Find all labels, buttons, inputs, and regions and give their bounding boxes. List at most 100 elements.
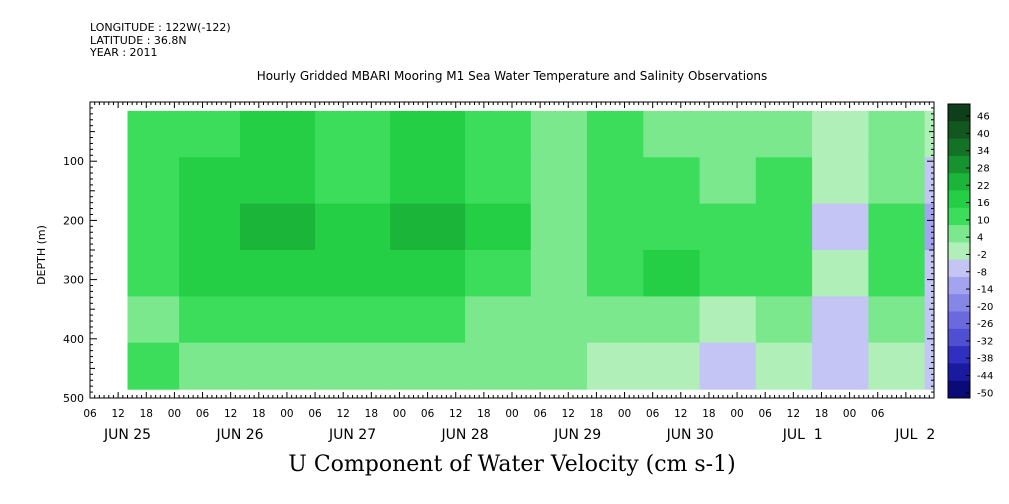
colorbar-swatch: [948, 190, 970, 209]
x-day-label: JUN 28: [441, 427, 489, 443]
x-hour-label: 18: [590, 408, 603, 420]
heatmap-cell: [868, 110, 926, 158]
colorbar-swatch: [948, 121, 970, 140]
heatmap-cell: [530, 342, 588, 390]
y-axis: 100 200 300 400 500: [63, 101, 934, 405]
colorbar-label: -32: [977, 336, 993, 347]
x-day-label: JUN 30: [666, 427, 714, 443]
heatmap-cell: [530, 203, 588, 251]
heatmap-cell: [755, 250, 813, 297]
heatmap-cell: [465, 157, 532, 205]
heatmap-cell: [587, 157, 644, 205]
heatmap-cell: [530, 110, 588, 158]
colorbar-label: 46: [977, 112, 990, 123]
heatmap-cell: [315, 342, 391, 390]
x-hour-label: 00: [505, 408, 518, 420]
colorbar-label: 34: [977, 146, 990, 157]
colorbar-swatch: [948, 173, 970, 191]
heatmap-cell: [812, 110, 869, 158]
heatmap-cell: [465, 110, 532, 158]
heatmap-cell: [127, 157, 180, 205]
heatmap-cell: [755, 342, 813, 390]
heatmap-cell: [315, 110, 391, 158]
x-hour-label: 06: [646, 408, 660, 420]
heatmap-cell: [315, 203, 391, 251]
heatmap-cell: [315, 296, 391, 344]
y-axis-label: DEPTH (m): [35, 225, 48, 285]
x-hour-label: 12: [674, 408, 687, 420]
heatmap-cell: [240, 157, 316, 205]
heatmap-cell: [587, 342, 644, 390]
heatmap-cell: [315, 157, 391, 205]
heatmap-cell: [127, 250, 180, 297]
heatmap-cell: [530, 250, 588, 297]
heatmap-cell: [868, 296, 926, 344]
x-hour-label: 06: [308, 408, 322, 420]
heatmap-cell: [755, 110, 813, 158]
heatmap-cell: [530, 296, 588, 344]
colorbar-label: -8: [977, 267, 987, 278]
heatmap-cell: [643, 110, 701, 158]
heatmap-cell: [924, 342, 934, 390]
heatmap-cell: [465, 342, 532, 390]
x-hour-label: 00: [280, 408, 293, 420]
colorbar-label: -14: [977, 285, 993, 296]
colorbar-label: -50: [977, 388, 993, 399]
heatmap-cell: [924, 203, 934, 251]
colorbar-swatch: [948, 104, 970, 122]
heatmap-cell: [924, 110, 934, 158]
heatmap-cell: [868, 342, 926, 390]
colorbar: 46 40 34 28 22 16 10 4 -2 -8 -14 -20 -26 -32 -38 -44 -50: [947, 103, 993, 399]
heatmap-cell: [981, 343, 1009, 390]
colorbar-label: 4: [977, 233, 983, 244]
colorbar-swatch: [948, 363, 970, 382]
heatmap-cell: [981, 204, 1009, 251]
x-hour-label: 06: [83, 408, 97, 420]
colorbar-label: -2: [977, 250, 987, 261]
heatmap-cell: [643, 296, 701, 344]
heatmap-cell: [179, 203, 241, 251]
colorbar-label: 10: [977, 215, 990, 226]
heatmap-cell: [465, 203, 532, 251]
x-day-label: JUL 1: [782, 427, 823, 443]
heatmap-cell: [755, 296, 813, 344]
colorbar-swatch: [948, 155, 970, 174]
heatmap-cell: [587, 250, 644, 297]
heatmap-cell: [240, 203, 316, 251]
colorbar-swatch: [948, 225, 970, 243]
colorbar-swatch: [948, 328, 970, 347]
x-hour-label: 18: [702, 408, 715, 420]
heatmap-cell: [699, 157, 757, 205]
x-hour-label: 06: [533, 408, 547, 420]
x-hour-label: 00: [843, 408, 856, 420]
colorbar-label: -26: [977, 319, 993, 330]
x-day-label: JUN 27: [328, 427, 376, 443]
heatmap-cell: [868, 203, 926, 251]
heatmap-cell: [179, 157, 241, 205]
heatmap-cell: [924, 250, 934, 297]
x-day-label: JUN 25: [103, 427, 151, 443]
colorbar-swatch: [948, 259, 970, 278]
y-tick-label: 100: [63, 155, 84, 168]
heatmap-cell: [127, 342, 180, 390]
heatmap-cell: [755, 157, 813, 205]
x-hour-label: 00: [168, 408, 181, 420]
heatmap-cells: [127, 110, 1009, 390]
heatmap-cell: [240, 342, 316, 390]
heatmap-cell: [179, 250, 241, 297]
x-hour-label: 18: [365, 408, 378, 420]
heatmap-cell: [812, 342, 869, 390]
colorbar-label: 22: [977, 181, 990, 192]
x-hour-label: 06: [871, 408, 885, 420]
heatmap-cell: [643, 342, 701, 390]
heatmap-cell: [179, 342, 241, 390]
heatmap-cell: [812, 203, 869, 251]
heatmap-cell: [868, 250, 926, 297]
heatmap-cell: [127, 110, 180, 158]
x-hour-label: 18: [477, 408, 490, 420]
colorbar-frame: [947, 103, 971, 399]
x-hour-label: 18: [252, 408, 265, 420]
x-hour-label: 06: [421, 408, 435, 420]
heatmap-cell: [699, 110, 757, 158]
